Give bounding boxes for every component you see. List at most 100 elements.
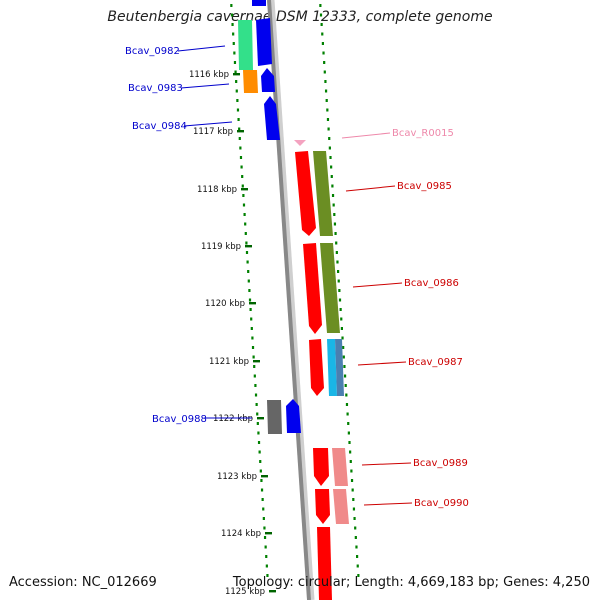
track-dot [319, 4, 322, 7]
label-bcav-r0015[interactable]: Bcav_R0015 [392, 128, 454, 139]
gene-0988-cog[interactable] [267, 400, 282, 434]
track-dot [333, 222, 337, 226]
track-dot [357, 574, 360, 577]
tick-label: 1122 kbp [213, 414, 253, 424]
track-dot [260, 479, 263, 482]
track-dot [248, 289, 251, 292]
label-bcav-0984[interactable]: Bcav_0984 [132, 121, 187, 132]
track-dot [257, 441, 261, 444]
track-dot [233, 61, 237, 64]
track-dot [332, 203, 335, 207]
gene-0987-cog-b[interactable] [335, 339, 344, 396]
track-dot [245, 241, 248, 245]
track-dot [325, 99, 328, 102]
track-dot [350, 479, 354, 482]
track-dot [343, 374, 347, 378]
tick-mark [253, 360, 260, 363]
track-dot [252, 355, 255, 359]
track-dot [335, 241, 338, 245]
track-dot [347, 422, 350, 425]
rna-r0015-marker[interactable] [294, 140, 306, 146]
tick-mark [245, 245, 252, 248]
label-bcav-0990[interactable]: Bcav_0990 [414, 498, 469, 509]
track-dot [322, 51, 325, 55]
tick-label: 1118 kbp [197, 185, 237, 195]
gene-0985-cog[interactable] [313, 151, 333, 236]
gene-0985-arrow[interactable] [295, 151, 316, 236]
topology-text: Topology: circular; Length: 4,669,183 bp… [232, 575, 590, 590]
track-dot [234, 70, 237, 74]
tick-mark [237, 130, 244, 133]
track-dot [265, 555, 268, 558]
gene-0989-arrow[interactable] [313, 448, 329, 486]
gene-0986-arrow[interactable] [303, 243, 322, 334]
gene-features [238, 0, 349, 600]
label-bcav-0986[interactable]: Bcav_0986 [404, 278, 459, 289]
track-dot [347, 431, 350, 435]
tick-label: 1120 kbp [205, 299, 245, 309]
gene-0981-partial[interactable] [252, 0, 266, 6]
track-dot [235, 89, 238, 93]
track-dot [338, 298, 342, 302]
track-dot [324, 80, 327, 83]
track-dot [240, 165, 243, 169]
genome-backbone [267, 0, 311, 600]
track-dot [335, 251, 338, 254]
gene-0982-arrow[interactable] [256, 18, 272, 66]
gene-0983-arrow[interactable] [261, 68, 275, 92]
label-bcav-0985[interactable]: Bcav_0985 [397, 181, 452, 192]
label-bcav-0988[interactable]: Bcav_0988 [152, 414, 207, 425]
track-dot [331, 194, 335, 197]
track-dot [320, 23, 323, 26]
track-dot [328, 137, 331, 140]
tick-label: 1125 kbp [225, 587, 265, 597]
label-bcav-0982[interactable]: Bcav_0982 [125, 46, 180, 57]
kbp-tick-marks: 1116 kbp 1117 kbp 1118 kbp 1119 kbp 1120 kbp… [189, 70, 276, 597]
track-dot [241, 184, 244, 188]
tick-label: 1116 kbp [189, 70, 229, 80]
label-bcav-0989[interactable]: Bcav_0989 [413, 458, 468, 469]
label-bcav-0987[interactable]: Bcav_0987 [408, 357, 463, 368]
gene-0990-cog[interactable] [333, 489, 349, 524]
label-bcav-0983[interactable]: Bcav_0983 [128, 83, 183, 94]
gene-0987-arrow[interactable] [309, 339, 324, 396]
track-dot [326, 108, 329, 112]
track-dot [326, 118, 330, 121]
gene-0986-cog[interactable] [320, 243, 340, 333]
track-dot [239, 156, 243, 159]
track-dot [264, 545, 267, 549]
gene-0983-cog[interactable] [243, 70, 258, 93]
gene-0987-cog-a[interactable] [327, 339, 337, 396]
track-dot [263, 536, 267, 539]
tick-label: 1124 kbp [221, 529, 261, 539]
gene-0990-arrow[interactable] [315, 489, 330, 524]
track-dot [330, 175, 333, 178]
track-dot [324, 89, 328, 93]
track-dot [329, 156, 332, 159]
track-dot [238, 137, 241, 140]
tick-mark [257, 417, 264, 420]
track-dot [356, 564, 359, 568]
track-dot [259, 469, 262, 473]
track-dot [236, 99, 239, 102]
gene-0982-cog[interactable] [238, 20, 253, 70]
track-dot [352, 498, 355, 501]
track-dot [258, 450, 261, 454]
track-dot [247, 270, 250, 273]
track-dot [236, 108, 240, 112]
track-dot [248, 298, 252, 302]
gene-0991-partial[interactable] [317, 527, 332, 600]
track-dot [351, 488, 354, 492]
gene-0988-arrow[interactable] [286, 399, 301, 433]
gene-0989-cog[interactable] [332, 448, 348, 486]
track-dot [262, 507, 265, 511]
track-dot [259, 460, 262, 463]
track-dot [245, 251, 249, 254]
track-dot [231, 23, 234, 26]
track-dot [353, 517, 356, 520]
track-dot [254, 384, 257, 387]
track-dot [230, 4, 233, 7]
track-dot [340, 327, 343, 330]
gene-0984-arrow[interactable] [264, 96, 280, 140]
